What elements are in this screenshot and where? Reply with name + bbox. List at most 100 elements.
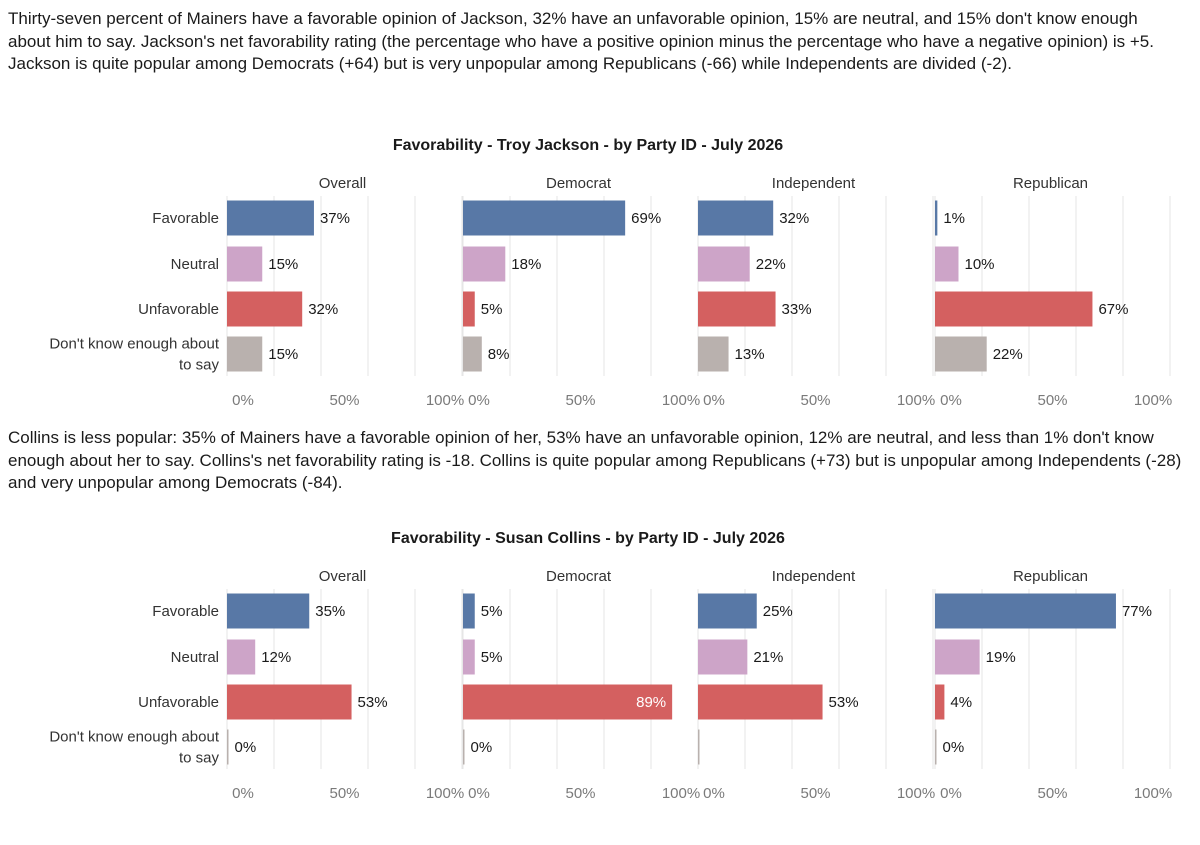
chart1-overall-value-label-don-t-know-enough-about-to-say: 15% (268, 346, 298, 363)
chart2-category-label-unfavorable: Unfavorable (138, 694, 219, 711)
chart1-republican-tick-label-2: 100% (1134, 392, 1172, 409)
chart1-overall-bar-favorable (227, 200, 314, 236)
chart2-independent-panel-header: Independent (772, 568, 856, 585)
chart1-category-label-unfavorable: Unfavorable (138, 301, 219, 318)
chart2-overall-bar-don-t-know-enough-about-to-say (227, 729, 229, 765)
chart2-republican-tick-label-1: 50% (1037, 785, 1067, 802)
chart2-republican-tick-label-2: 100% (1134, 785, 1172, 802)
chart1-independent-bar-neutral (698, 246, 750, 282)
chart1-independent-bar-don-t-know-enough-about-to-say (698, 336, 729, 372)
chart1-category-label-don-t-know-enough-about-to-say-line2: to say (179, 357, 220, 374)
chart1-overall-panel-header: Overall (319, 175, 367, 192)
chart2-democrat-bar-neutral (463, 639, 475, 675)
chart2-title: Favorability - Susan Collins - by Party … (391, 530, 785, 547)
collins-summary-paragraph: Collins is less popular: 35% of Mainers … (8, 428, 1182, 492)
chart1-democrat-value-label-don-t-know-enough-about-to-say: 8% (488, 346, 510, 363)
chart2-republican-tick-label-0: 0% (940, 785, 962, 802)
chart1-independent-value-label-favorable: 32% (779, 210, 809, 227)
chart1-democrat-value-label-unfavorable: 5% (481, 301, 503, 318)
chart1-independent-tick-label-0: 0% (703, 392, 725, 409)
chart2-overall-tick-label-2: 100% (426, 785, 464, 802)
chart1-republican-tick-label-1: 50% (1037, 392, 1067, 409)
chart2-independent-bar-don-t-know-enough-about-to-say (698, 729, 700, 765)
chart2-overall-tick-label-1: 50% (329, 785, 359, 802)
chart2-category-label-favorable: Favorable (152, 603, 219, 620)
jackson-favorability-chart: Favorability - Troy Jackson - by Party I… (49, 137, 1172, 409)
chart2-overall-value-label-favorable: 35% (315, 603, 345, 620)
chart1-overall-bar-don-t-know-enough-about-to-say (227, 336, 263, 372)
jackson-summary-paragraph: Thirty-seven percent of Mainers have a f… (8, 9, 1154, 73)
chart1-independent-value-label-don-t-know-enough-about-to-say: 13% (735, 346, 765, 363)
chart2-republican-bar-favorable (935, 593, 1116, 629)
chart2-republican-bar-don-t-know-enough-about-to-say (935, 729, 937, 765)
chart1-democrat-value-label-favorable: 69% (631, 210, 661, 227)
chart2-overall-value-label-neutral: 12% (261, 649, 291, 666)
chart1-independent-tick-label-2: 100% (897, 392, 935, 409)
chart2-overall-bar-unfavorable (227, 684, 352, 720)
chart1-democrat-bar-favorable (463, 200, 626, 236)
chart1-overall-value-label-unfavorable: 32% (308, 301, 338, 318)
chart2-republican-value-label-unfavorable: 4% (950, 694, 972, 711)
chart2-republican-bar-neutral (935, 639, 980, 675)
chart2-republican-panel-header: Republican (1013, 568, 1088, 585)
chart2-category-label-don-t-know-enough-about-to-say-line1: Don't know enough about (49, 729, 219, 746)
chart1-independent-value-label-unfavorable: 33% (782, 301, 812, 318)
chart1-category-label-don-t-know-enough-about-to-say-line1: Don't know enough about (49, 336, 219, 353)
chart1-overall-bar-unfavorable (227, 291, 303, 327)
chart2-independent-bar-neutral (698, 639, 748, 675)
chart2-independent-value-label-neutral: 21% (753, 649, 783, 666)
chart2-democrat-tick-label-1: 50% (565, 785, 595, 802)
chart2-democrat-bar-unfavorable (463, 684, 673, 720)
chart2-independent-value-label-unfavorable: 53% (829, 694, 859, 711)
chart2-democrat-bar-don-t-know-enough-about-to-say (463, 729, 465, 765)
chart1-democrat-bar-don-t-know-enough-about-to-say (463, 336, 482, 372)
chart1-overall-tick-label-1: 50% (329, 392, 359, 409)
chart2-overall-panel-header: Overall (319, 568, 367, 585)
chart1-republican-bar-neutral (935, 246, 959, 282)
chart2-democrat-tick-label-0: 0% (468, 785, 490, 802)
chart1-republican-bar-don-t-know-enough-about-to-say (935, 336, 987, 372)
chart1-overall-tick-label-0: 0% (232, 392, 254, 409)
chart2-overall-value-label-don-t-know-enough-about-to-say: 0% (235, 739, 257, 756)
chart1-republican-bar-favorable (935, 200, 938, 236)
chart2-overall-tick-label-0: 0% (232, 785, 254, 802)
chart1-independent-bar-favorable (698, 200, 774, 236)
chart1-democrat-panel-header: Democrat (546, 175, 612, 192)
chart1-overall-bar-neutral (227, 246, 263, 282)
chart1-democrat-value-label-neutral: 18% (511, 256, 541, 273)
chart1-independent-value-label-neutral: 22% (756, 256, 786, 273)
chart2-overall-bar-neutral (227, 639, 256, 675)
chart2-democrat-value-label-neutral: 5% (481, 649, 503, 666)
chart1-overall-value-label-neutral: 15% (268, 256, 298, 273)
chart2-democrat-value-label-unfavorable: 89% (636, 694, 666, 711)
chart2-democrat-value-label-favorable: 5% (481, 603, 503, 620)
chart2-republican-bar-unfavorable (935, 684, 945, 720)
chart2-republican-value-label-don-t-know-enough-about-to-say: 0% (943, 739, 965, 756)
chart2-democrat-bar-favorable (463, 593, 475, 629)
chart2-category-label-neutral: Neutral (171, 649, 219, 666)
chart2-republican-value-label-neutral: 19% (986, 649, 1016, 666)
chart1-republican-bar-unfavorable (935, 291, 1093, 327)
chart1-category-label-neutral: Neutral (171, 256, 219, 273)
chart1-democrat-bar-unfavorable (463, 291, 475, 327)
chart2-democrat-panel-header: Democrat (546, 568, 612, 585)
chart2-independent-tick-label-0: 0% (703, 785, 725, 802)
chart1-overall-value-label-favorable: 37% (320, 210, 350, 227)
chart1-republican-value-label-unfavorable: 67% (1098, 301, 1128, 318)
chart1-independent-tick-label-1: 50% (800, 392, 830, 409)
chart2-overall-value-label-unfavorable: 53% (358, 694, 388, 711)
chart1-democrat-tick-label-2: 100% (662, 392, 700, 409)
chart1-category-label-favorable: Favorable (152, 210, 219, 227)
chart1-democrat-tick-label-0: 0% (468, 392, 490, 409)
chart1-republican-panel-header: Republican (1013, 175, 1088, 192)
chart1-democrat-tick-label-1: 50% (565, 392, 595, 409)
chart2-independent-bar-favorable (698, 593, 757, 629)
chart1-independent-panel-header: Independent (772, 175, 856, 192)
chart2-independent-tick-label-2: 100% (897, 785, 935, 802)
chart1-republican-value-label-don-t-know-enough-about-to-say: 22% (993, 346, 1023, 363)
chart1-republican-tick-label-0: 0% (940, 392, 962, 409)
chart2-category-label-don-t-know-enough-about-to-say-line2: to say (179, 750, 220, 767)
chart2-democrat-value-label-don-t-know-enough-about-to-say: 0% (471, 739, 493, 756)
chart1-independent-bar-unfavorable (698, 291, 776, 327)
chart1-republican-value-label-neutral: 10% (965, 256, 995, 273)
